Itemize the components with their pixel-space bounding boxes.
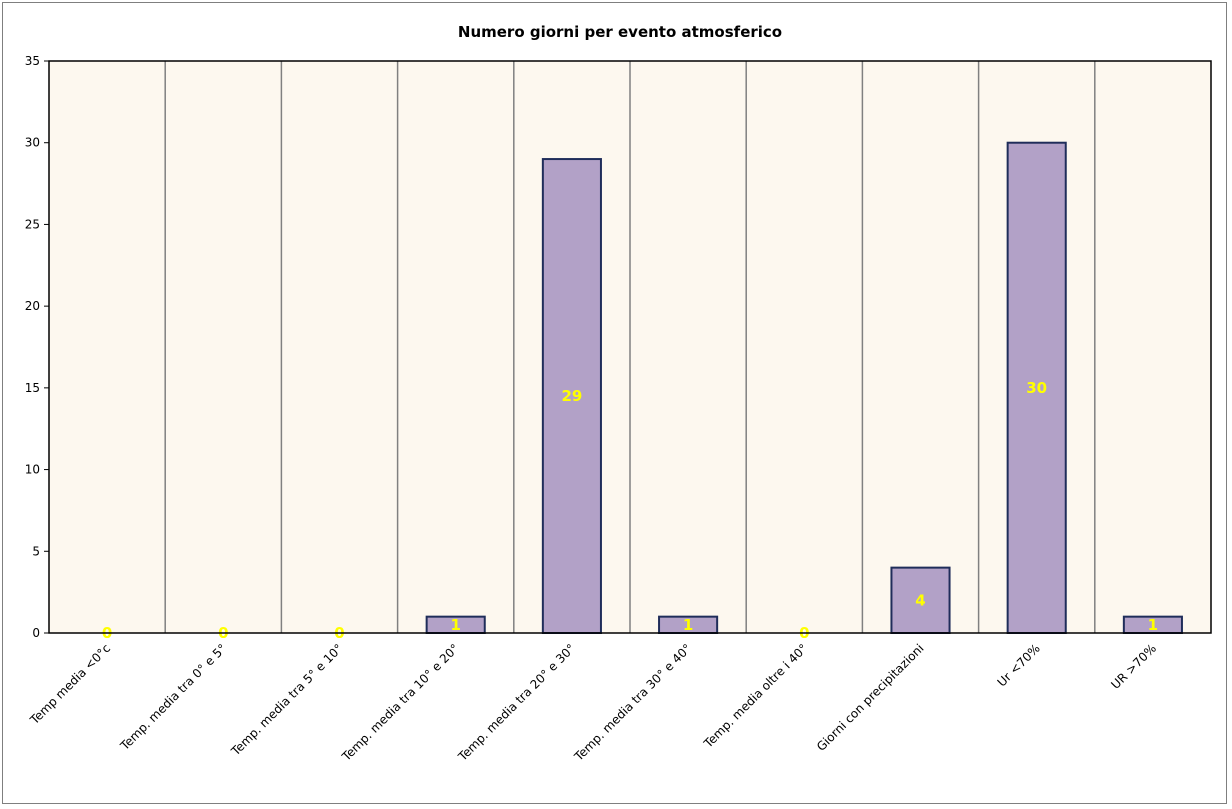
- x-axis: Temp media <0°c Temp. media tra 0° e 5° Te…: [27, 641, 1159, 764]
- data-label: 1: [1148, 616, 1158, 634]
- x-tick-label: Temp. media oltre i 40°: [700, 641, 810, 751]
- bar: [890, 566, 951, 635]
- y-tick-label: 30: [25, 136, 40, 150]
- x-tick-label: Ur <70%: [995, 641, 1043, 689]
- y-tick-label: 35: [25, 54, 40, 68]
- y-axis: 0 5 10 15 20 25 30 35: [25, 54, 49, 640]
- data-label: 1: [450, 616, 460, 634]
- x-tick-label: UR >70%: [1108, 641, 1159, 692]
- bar: [1006, 141, 1067, 634]
- x-tick-label: Temp media <0°c: [27, 641, 113, 727]
- y-tick-label: 15: [25, 381, 40, 395]
- data-label: 1: [683, 616, 693, 634]
- data-label: 4: [915, 591, 925, 609]
- y-tick-label: 25: [25, 217, 40, 231]
- x-tick-label: Temp. media tra 10° e 20°: [339, 641, 462, 764]
- bars: [425, 141, 1183, 635]
- x-tick-label: Temp. media tra 20° e 30°: [455, 641, 578, 764]
- gridlines: [164, 61, 1096, 633]
- data-label: 29: [561, 387, 582, 405]
- x-tick-label: Temp. media tra 5° e 10°: [228, 641, 346, 759]
- chart-title: Numero giorni per evento atmosferico: [458, 23, 782, 41]
- x-tick-label: Temp. media tra 30° e 40°: [571, 641, 694, 764]
- y-tick-label: 20: [25, 299, 40, 313]
- y-tick-label: 10: [25, 463, 40, 477]
- y-tick-label: 5: [32, 544, 40, 558]
- x-tick-label: Temp. media tra 0° e 5°: [117, 641, 229, 753]
- bar: [541, 158, 602, 635]
- y-tick-label: 0: [32, 626, 40, 640]
- plot-border: [48, 60, 1212, 634]
- data-label: 30: [1026, 379, 1047, 397]
- x-tick-label: Giorni con precipitazioni: [814, 641, 927, 754]
